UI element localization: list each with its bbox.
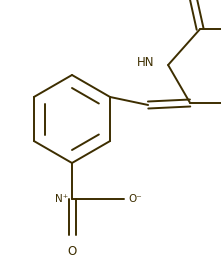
Text: N⁺: N⁺ xyxy=(55,194,68,204)
Text: O: O xyxy=(67,245,77,258)
Text: O⁻: O⁻ xyxy=(128,194,142,204)
Text: HN: HN xyxy=(137,56,154,69)
